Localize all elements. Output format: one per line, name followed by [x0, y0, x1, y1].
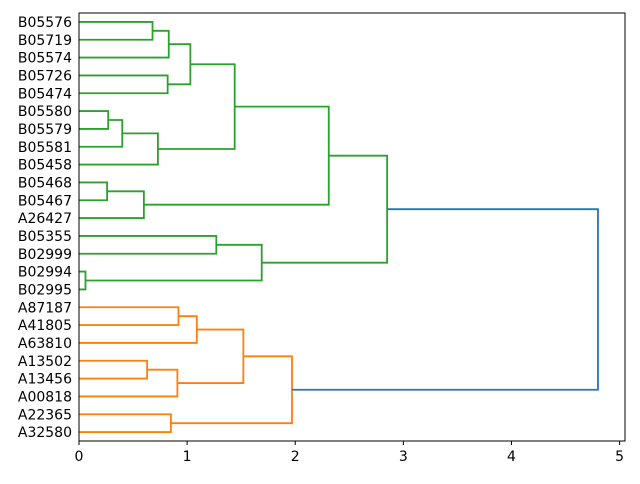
leaf-label: B05719 [18, 33, 72, 49]
leaf-label: B05574 [18, 51, 72, 67]
leaf-label: B05581 [18, 140, 72, 156]
leaf-label: B02999 [18, 247, 72, 263]
leaf-label: A00818 [18, 389, 72, 405]
leaf-label: B05576 [18, 15, 72, 31]
x-tick-label: 5 [615, 449, 624, 465]
leaf-label: B05468 [18, 175, 72, 191]
leaf-label: B05579 [18, 122, 72, 138]
dendrogram-link-green [79, 74, 169, 95]
leaf-label: A63810 [18, 336, 72, 352]
leaf-label: A87187 [18, 300, 72, 316]
axes-box [78, 12, 626, 442]
dendrogram-link-orange [79, 306, 180, 326]
dendrogram-link-orange [79, 368, 179, 398]
dendrogram-link-orange [170, 355, 293, 425]
dendrogram-link-blue [291, 208, 599, 391]
leaf-label: B05355 [18, 229, 72, 245]
plot-area [79, 13, 625, 441]
dendrogram-link-green [79, 110, 110, 130]
dendrogram-link-green [167, 43, 192, 86]
leaf-label: A41805 [18, 318, 72, 334]
x-tick-label: 1 [183, 449, 192, 465]
dendrogram-link-green [79, 270, 87, 291]
leaf-label: B05467 [18, 193, 72, 209]
x-tick-label: 2 [291, 449, 300, 465]
leaf-label: A26427 [18, 211, 72, 227]
leaf-label: B05458 [18, 158, 72, 174]
dendrogram-link-green [157, 63, 236, 150]
leaf-label: A13456 [18, 372, 72, 388]
leaf-label: A13502 [18, 354, 72, 370]
x-tick-label: 4 [507, 449, 516, 465]
leaf-label: B02994 [18, 265, 72, 281]
leaf-label: A32580 [18, 425, 72, 441]
dendrogram-link-green [79, 190, 145, 219]
leaf-label: B02995 [18, 282, 72, 298]
dendrogram-link-green [143, 105, 330, 206]
leaf-label: A22365 [18, 407, 72, 423]
leaf-label: B05726 [18, 68, 72, 84]
leaf-label: B05580 [18, 104, 72, 120]
x-tick-label: 0 [75, 449, 84, 465]
x-tick-label: 3 [399, 449, 408, 465]
leaf-label: B05474 [18, 86, 72, 102]
